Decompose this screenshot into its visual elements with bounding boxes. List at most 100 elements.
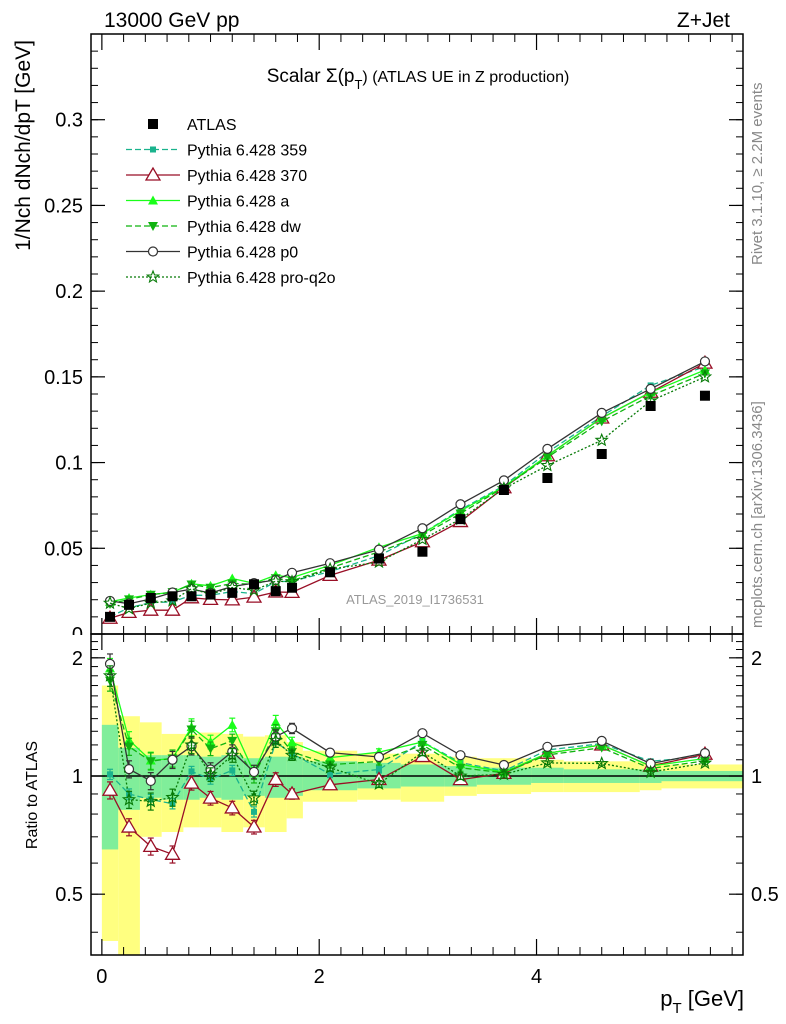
marker-square bbox=[251, 808, 257, 815]
series-point-pythia-6-428-pro-q2o bbox=[697, 369, 713, 383]
ratio-point-pythia-6-428-pro-q2o bbox=[184, 737, 199, 752]
data-point bbox=[417, 546, 428, 557]
data-point bbox=[287, 582, 298, 593]
ratio-point-pythia-6-428-p0 bbox=[645, 758, 656, 769]
data-point bbox=[124, 599, 135, 610]
ratio-point-pythia-6-428-370 bbox=[164, 846, 181, 860]
marker-triangle bbox=[144, 166, 162, 181]
marker-star bbox=[225, 747, 240, 762]
ratio-point-pythia-6-428-359 bbox=[229, 767, 236, 774]
data-point bbox=[167, 591, 178, 602]
ratio-point-pythia-6-428-pro-q2o bbox=[225, 747, 240, 762]
ratio-point-pythia-6-428-370 bbox=[224, 799, 241, 814]
marker-square bbox=[227, 587, 238, 598]
legend-entry: Pythia 6.428 a bbox=[126, 194, 289, 211]
legend-label: Pythia 6.428 a bbox=[187, 194, 289, 211]
ratio-point-pythia-6-428-dw bbox=[596, 743, 607, 753]
marker-circle bbox=[542, 443, 553, 454]
data-point bbox=[186, 591, 197, 602]
ratio-point-pythia-6-428-p0 bbox=[373, 751, 385, 763]
marker-star bbox=[643, 764, 658, 779]
legend-label: Pythia 6.428 p0 bbox=[187, 245, 298, 262]
marker-star bbox=[540, 457, 555, 472]
ratio-point-pythia-6-428-359 bbox=[188, 768, 195, 775]
marker-triangle bbox=[142, 601, 159, 616]
marker-square bbox=[455, 514, 466, 525]
ratio-point-pythia-6-428-dw bbox=[542, 750, 553, 760]
ratio-point-pythia-6-428-p0 bbox=[542, 741, 553, 752]
marker-circle bbox=[455, 499, 466, 510]
legend-entry: ATLAS bbox=[148, 117, 237, 134]
data-point bbox=[699, 390, 710, 401]
legend-label: Pythia 6.428 pro-q2o bbox=[187, 270, 336, 287]
data-point bbox=[105, 611, 116, 622]
marker-star bbox=[145, 269, 161, 284]
marker-circle bbox=[596, 407, 607, 418]
marker-triangle bbox=[164, 601, 181, 616]
legend-entry: Pythia 6.428 370 bbox=[126, 166, 307, 185]
marker-circle bbox=[248, 766, 260, 778]
ratio-point-pythia-6-428-370 bbox=[101, 781, 119, 796]
marker-triangle bbox=[270, 717, 281, 727]
legend-label: Pythia 6.428 359 bbox=[187, 143, 307, 160]
marker-triangle bbox=[224, 591, 241, 606]
marker-star bbox=[102, 595, 118, 610]
marker-square bbox=[699, 390, 710, 401]
marker-star bbox=[184, 737, 199, 752]
ratio-point-pythia-6-428-370 bbox=[202, 789, 219, 804]
marker-circle bbox=[147, 246, 159, 257]
energy-label: 13000 GeV pp bbox=[104, 9, 239, 32]
legend-marker bbox=[148, 119, 158, 129]
series-line-pythia-6-428-359 bbox=[109, 365, 706, 618]
ratio-point-pythia-6-428-pro-q2o bbox=[697, 755, 713, 770]
ratio-point-pythia-6-428-pro-q2o bbox=[540, 755, 555, 769]
data-point bbox=[542, 473, 553, 483]
series-line-pythia-6-428-p0 bbox=[109, 360, 706, 605]
marker-triangle bbox=[142, 838, 159, 853]
marker-square bbox=[373, 553, 384, 564]
series-point-pythia-6-428-dw bbox=[542, 453, 553, 463]
data-point bbox=[325, 567, 336, 578]
marker-star bbox=[268, 732, 283, 747]
series-point-pythia-6-428-pro-q2o bbox=[594, 432, 609, 447]
marker-square bbox=[287, 582, 298, 593]
series-point-pythia-6-428-p0 bbox=[699, 356, 711, 367]
marker-circle bbox=[373, 751, 385, 763]
plot-frames bbox=[90, 33, 744, 956]
marker-circle bbox=[645, 758, 656, 769]
series-point-pythia-6-428-pro-q2o bbox=[102, 595, 118, 610]
series-point-pythia-6-428-p0 bbox=[455, 499, 466, 510]
marker-triangle-down bbox=[596, 417, 607, 427]
series-point-pythia-6-428-p0 bbox=[417, 523, 428, 534]
title-sub: T bbox=[354, 77, 362, 92]
title-prefix: Scalar Σ(p bbox=[267, 66, 355, 87]
chart-title: Scalar Σ(pT) (ATLAS UE in Z production) bbox=[267, 66, 570, 92]
ratio-point-pythia-6-428-p0 bbox=[286, 723, 298, 734]
marker-star bbox=[540, 755, 555, 769]
data-point bbox=[645, 401, 656, 411]
x-tick-label: 0 bbox=[96, 966, 107, 988]
ratio-point-pythia-6-428-pro-q2o bbox=[143, 793, 158, 808]
ratio-point-pythia-6-428-p0 bbox=[417, 728, 428, 739]
marker-star bbox=[415, 531, 430, 546]
marker-square bbox=[167, 591, 178, 602]
x-tick-label: 2 bbox=[314, 966, 325, 988]
ratio-point-pythia-6-428-370 bbox=[283, 785, 301, 800]
marker-square bbox=[107, 771, 114, 778]
marker-star bbox=[415, 744, 430, 759]
ratio-point-pythia-6-428-359 bbox=[251, 808, 257, 815]
main-y-tick-label: 0.25 bbox=[44, 195, 83, 217]
legend-entry: Pythia 6.428 dw bbox=[126, 219, 301, 236]
ratio-point-pythia-6-428-p0 bbox=[248, 766, 260, 778]
series-point-pythia-6-428-p0 bbox=[596, 407, 607, 418]
ratio-point-pythia-6-428-pro-q2o bbox=[284, 747, 300, 762]
marker-circle bbox=[373, 544, 385, 555]
x-axis-label-main: p bbox=[660, 986, 672, 1011]
marker-triangle bbox=[148, 195, 158, 205]
marker-star bbox=[322, 760, 338, 774]
series-line-pythia-6-428-pro-q2o bbox=[109, 376, 706, 610]
ratio-point-pythia-6-428-pro-q2o bbox=[371, 776, 387, 791]
series-line-pythia-6-428-a bbox=[109, 369, 706, 603]
marker-circle bbox=[498, 475, 510, 486]
